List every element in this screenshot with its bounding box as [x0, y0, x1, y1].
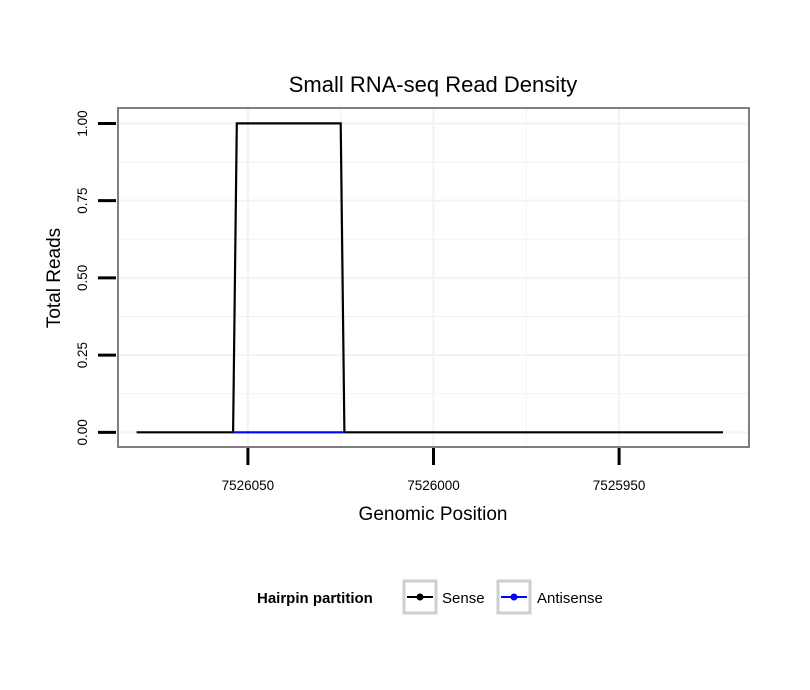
y-tick-label: 0.75: [75, 188, 90, 214]
y-tick-label: 1.00: [75, 110, 90, 136]
x-tick-label: 7526000: [407, 478, 460, 493]
legend-key-marker: [416, 593, 424, 601]
legend-item-antisense: Antisense: [496, 579, 603, 615]
legend: Hairpin partition Sense Antisense: [257, 579, 603, 615]
legend-title: Hairpin partition: [257, 590, 373, 607]
legend-item-sense: Sense: [402, 579, 485, 615]
legend-label: Antisense: [537, 590, 603, 607]
x-tick-label: 7526050: [222, 478, 275, 493]
legend-label: Sense: [442, 590, 485, 607]
y-tick-label: 0.25: [75, 342, 90, 368]
plot-panel: [117, 107, 750, 448]
legend-key-marker: [510, 593, 518, 601]
chart-title: Small RNA-seq Read Density: [289, 72, 578, 97]
grid-lines: [118, 108, 749, 447]
y-tick-label: 0.50: [75, 265, 90, 291]
x-axis-title: Genomic Position: [359, 504, 508, 525]
x-axis: 7526050 7526000 7525950: [222, 448, 646, 493]
y-axis: 0.00 0.25 0.50 0.75 1.00: [75, 110, 116, 445]
y-tick-label: 0.00: [75, 419, 90, 445]
series-layer: [136, 122, 723, 434]
series-line-sense: [136, 122, 723, 434]
y-axis-title: Total Reads: [44, 228, 65, 328]
x-tick-label: 7525950: [593, 478, 646, 493]
